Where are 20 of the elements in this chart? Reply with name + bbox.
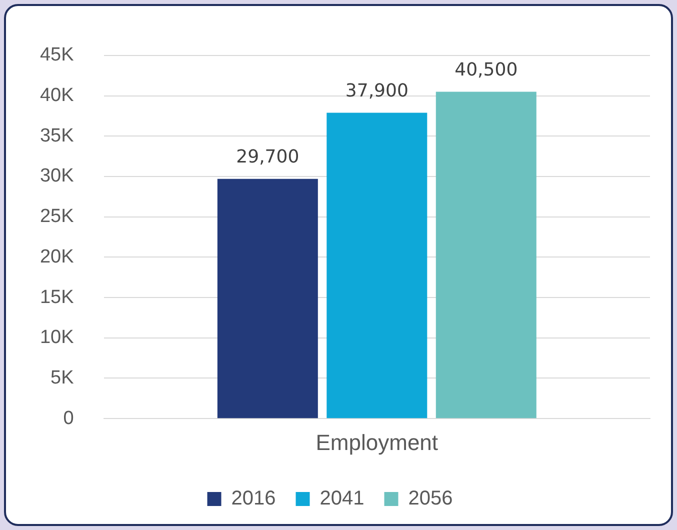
legend-label: 2016 <box>231 488 276 510</box>
y-tick-label: 25K <box>40 206 74 228</box>
bar <box>436 92 536 418</box>
y-tick-label: 0 <box>63 408 74 429</box>
y-tick-label: 30K <box>40 166 74 187</box>
y-tick-label: 15K <box>40 286 74 308</box>
y-tick-label: 45K <box>40 44 74 66</box>
data-label: 37,900 <box>345 80 408 102</box>
y-tick-label: 40K <box>40 84 74 106</box>
data-label: 40,500 <box>454 59 518 80</box>
legend-label: 2041 <box>320 488 364 510</box>
y-tick-label: 5K <box>50 367 74 388</box>
legend-label: 2056 <box>408 488 453 510</box>
bar <box>217 178 318 418</box>
y-tick-label: 20K <box>40 246 74 268</box>
y-tick-label: 10K <box>40 327 74 348</box>
y-tick-label: 35K <box>40 125 74 146</box>
data-label: 29,700 <box>236 146 300 168</box>
bar <box>326 112 428 418</box>
x-tick-label: Employment <box>316 430 438 455</box>
